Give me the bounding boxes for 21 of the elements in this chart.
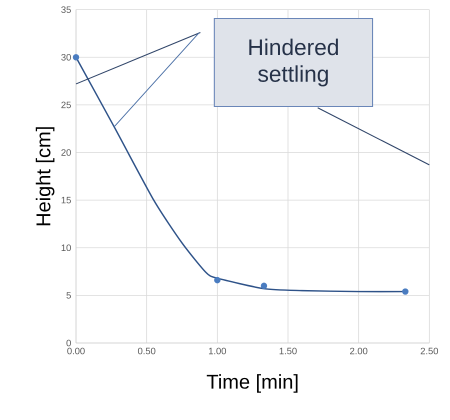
x-tick-label: 2.00 bbox=[350, 348, 368, 354]
y-tick-label: 0 bbox=[66, 340, 71, 346]
x-tick-label: 0.50 bbox=[138, 348, 156, 354]
annotation: Hindered settling bbox=[249, 38, 338, 86]
point bbox=[402, 288, 409, 295]
y-tick-label: 10 bbox=[62, 244, 71, 252]
point bbox=[72, 54, 80, 60]
x-tick-label: 2.50 bbox=[420, 348, 438, 354]
y-tick-label: 35 bbox=[61, 6, 71, 13]
y-tick-label: 20 bbox=[61, 149, 71, 156]
point bbox=[260, 282, 268, 290]
point bbox=[214, 276, 221, 284]
x-axis-title: Time [min] bbox=[206, 374, 298, 393]
y-tick-label: 15 bbox=[62, 196, 71, 204]
y-tick-label: 5 bbox=[66, 292, 71, 299]
y-tick-label: 25 bbox=[61, 102, 71, 108]
x-tick-label: 1.00 bbox=[208, 348, 226, 354]
y-axis-title: Height [cm] bbox=[36, 127, 54, 226]
y-tick-label: 30 bbox=[61, 54, 71, 61]
x-tick-label: 1.50 bbox=[280, 348, 297, 354]
x-tick-label: 0.00 bbox=[67, 348, 85, 354]
